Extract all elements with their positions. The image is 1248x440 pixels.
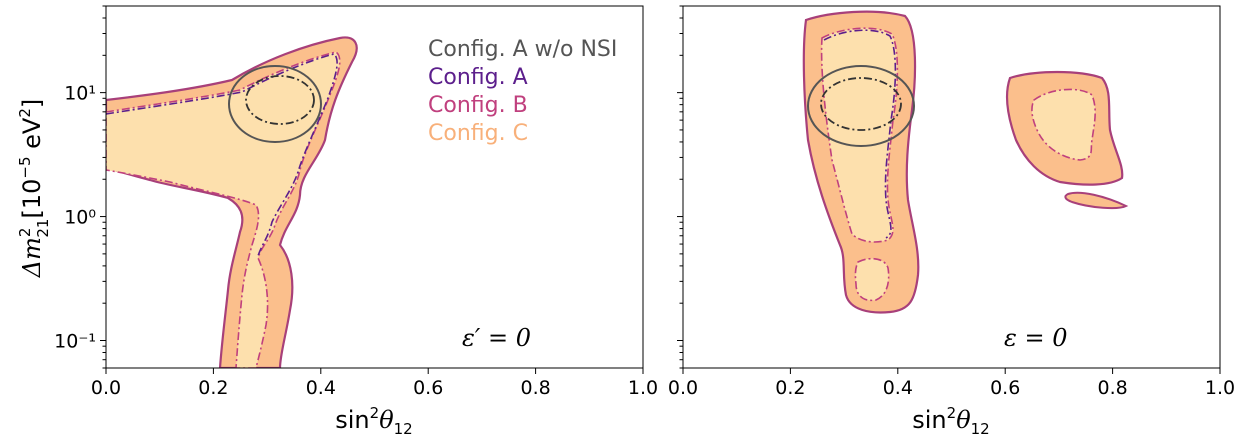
x-tick-label: 0.0 xyxy=(668,377,698,399)
left-axes-frame xyxy=(105,5,644,369)
right-contours xyxy=(802,10,1129,314)
left-x-axis-label: sin2θ12 xyxy=(335,404,412,438)
config-a-wo-nsi-inner-right xyxy=(820,77,902,131)
left-x-ticks: 0.0 0.2 0.4 0.6 0.8 1.0 xyxy=(91,368,658,399)
right-y-ticks xyxy=(677,5,683,369)
right-x-axis-label: sin2θ12 xyxy=(912,404,989,438)
left-panel: 0.0 0.2 0.4 0.6 0.8 1.0 10⁻¹ 10⁰ 10¹ ε′ = 0 Con… xyxy=(16,5,658,438)
svg-text:sin2θ12: sin2θ12 xyxy=(912,404,989,436)
config-a-wo-nsi-ellipse-right xyxy=(807,65,915,147)
config-a-wo-nsi-inner-left xyxy=(245,75,315,125)
config-c-right-island-inner xyxy=(1031,88,1096,161)
y-tick-label: 10⁰ xyxy=(64,207,96,229)
svg-text:sin2θ12: sin2θ12 xyxy=(335,404,412,436)
left-annotation: ε′ = 0 xyxy=(462,324,531,352)
config-a-wo-nsi-ellipse-left xyxy=(228,65,322,143)
x-tick-label: 0.8 xyxy=(1097,377,1127,399)
y-tick-label: 10¹ xyxy=(64,83,96,105)
left-y-ticks: 10⁻¹ 10⁰ 10¹ xyxy=(54,5,106,369)
x-tick-label: 0.2 xyxy=(198,377,228,399)
left-contours xyxy=(106,36,358,368)
svg-text:Δm221[10−5 eV2]: Δm221[10−5 eV2] xyxy=(16,99,52,279)
right-axes-frame xyxy=(682,5,1221,369)
x-tick-label: 1.0 xyxy=(628,377,658,399)
y-tick-label: 10⁻¹ xyxy=(54,331,96,353)
legend: Config. A w/o NSI Config. A Config. B Co… xyxy=(428,37,617,146)
x-tick-label: 0.4 xyxy=(883,377,913,399)
legend-entry-config-c: Config. C xyxy=(428,121,528,146)
config-c-inner-region-left xyxy=(106,51,341,368)
right-panel: 0.0 0.2 0.4 0.6 0.8 1.0 ε = 0 sin2θ12 xyxy=(668,5,1235,438)
x-tick-label: 0.4 xyxy=(306,377,336,399)
x-tick-label: 0.6 xyxy=(990,377,1020,399)
legend-entry-config-b: Config. B xyxy=(428,93,528,118)
x-tick-label: 0.2 xyxy=(775,377,805,399)
right-annotation: ε = 0 xyxy=(1004,324,1068,352)
legend-entry-config-a: Config. A xyxy=(428,65,528,90)
right-x-ticks: 0.0 0.2 0.4 0.6 0.8 1.0 xyxy=(668,368,1235,399)
config-a-contour-right xyxy=(823,29,897,239)
config-c-small-blob-right xyxy=(1064,191,1129,210)
y-axis-label: Δm221[10−5 eV2] xyxy=(16,99,52,279)
x-tick-label: 0.8 xyxy=(520,377,550,399)
config-a-contour-left xyxy=(106,53,338,257)
x-tick-label: 0.6 xyxy=(413,377,443,399)
x-tick-label: 0.0 xyxy=(91,377,121,399)
config-c-inner-region-right xyxy=(820,27,899,243)
x-tick-label: 1.0 xyxy=(1205,377,1235,399)
config-c-lower-blob-right xyxy=(854,257,890,302)
legend-entry-config-a-wo-nsi: Config. A w/o NSI xyxy=(428,37,617,62)
